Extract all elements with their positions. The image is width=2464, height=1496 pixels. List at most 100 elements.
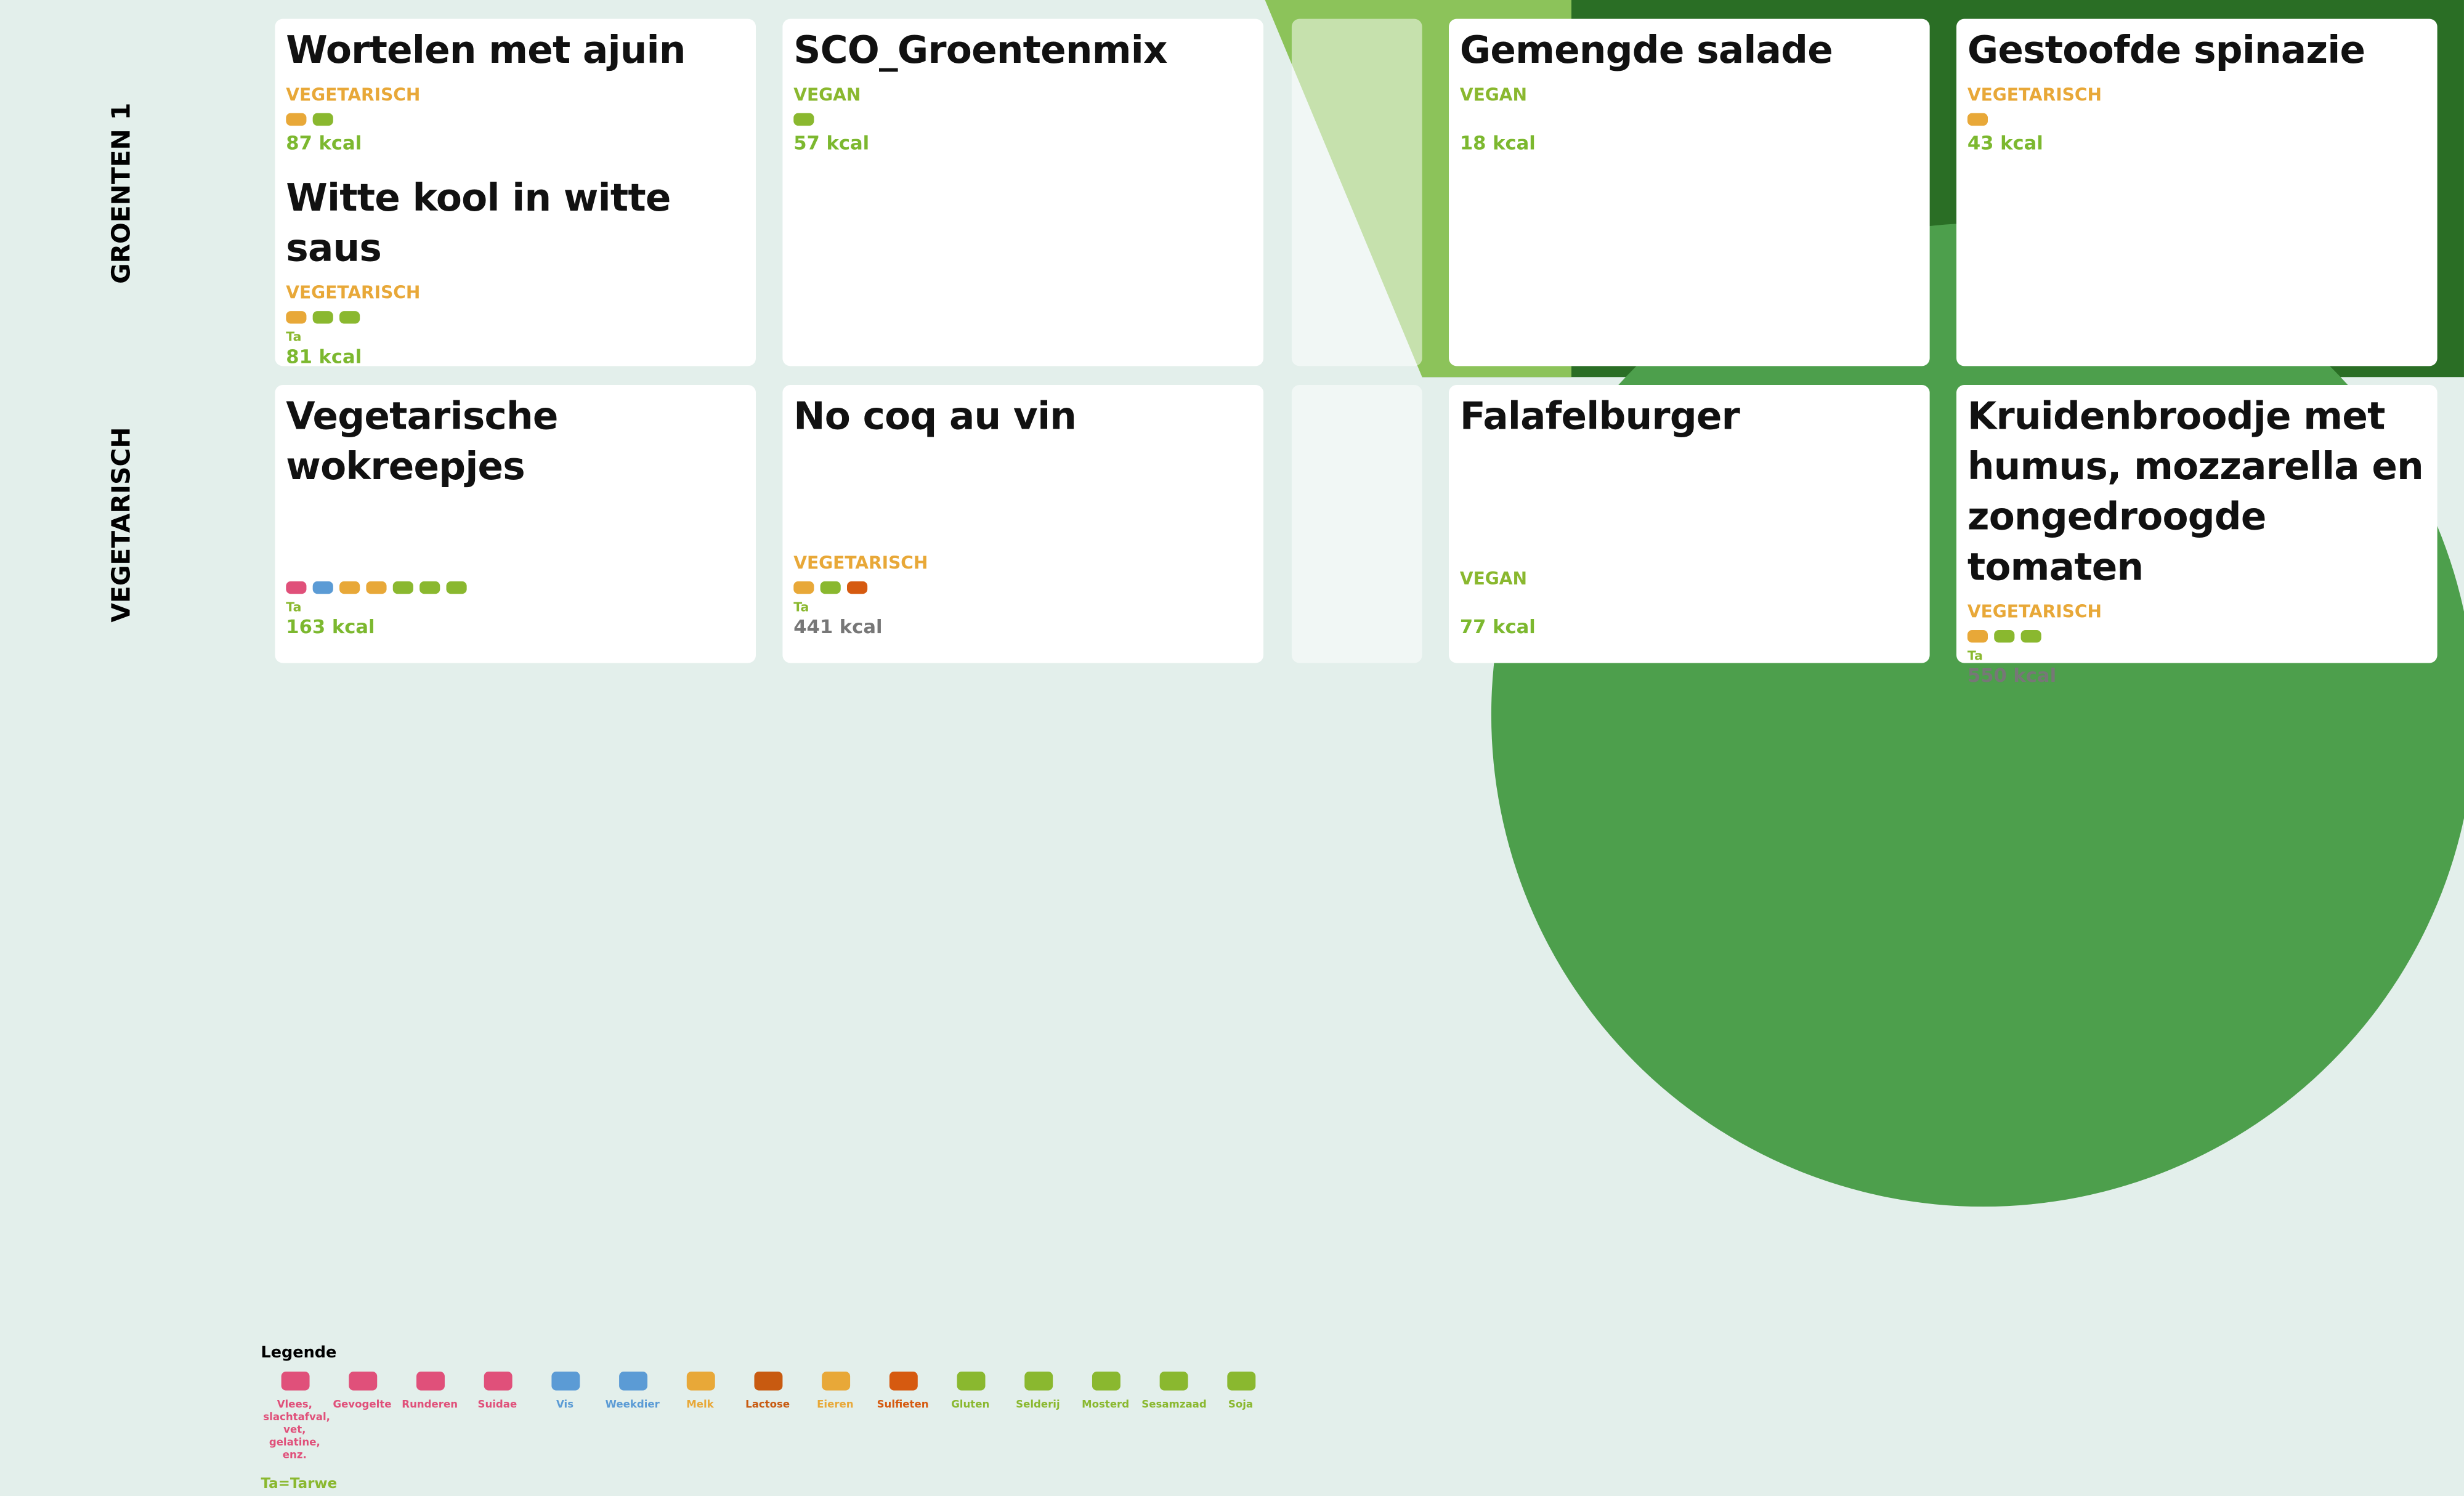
allergen-icons: [286, 575, 745, 600]
kcal: 57 kcal: [793, 132, 870, 154]
allergen-icon: [846, 581, 868, 594]
allergen-icons: [1460, 107, 1919, 132]
dish-card: Gemengde salade VEGAN 18 kcal: [1449, 18, 1930, 366]
diet-label: VEGETARISCH: [286, 84, 421, 105]
legend-label: Sulfieten: [877, 1398, 929, 1411]
kcal: 441 kcal: [793, 615, 883, 638]
dish-info: VEGETARISCH Ta 550 kcal: [1967, 592, 2426, 706]
allergen-icons: [286, 107, 745, 132]
allergen-note: Ta: [793, 600, 809, 615]
legend-icon: [888, 1372, 917, 1391]
legend-icon: [415, 1372, 444, 1391]
legend: Legende Vlees, slachtafval, vet, gelatin…: [261, 1344, 1274, 1492]
kcal: 87 kcal: [286, 132, 362, 154]
dish-name: SCO_Groentenmix: [793, 28, 1167, 73]
dish-card: Wortelen met ajuin VEGETARISCH 87 kcal Witt…: [275, 18, 756, 368]
legend-icon: [821, 1372, 849, 1391]
legend-icon: [1091, 1372, 1120, 1391]
kcal: 43 kcal: [1967, 132, 2043, 154]
legend-label: Sesamzaad: [1141, 1398, 1207, 1411]
legend-label: Eieren: [817, 1398, 854, 1411]
empty-card: [1291, 384, 1422, 663]
legend-item: Weekdier: [599, 1372, 667, 1461]
kcal: 18 kcal: [1459, 132, 1536, 154]
dish-card: SCO_Groentenmix VEGAN 57 kcal: [782, 18, 1264, 366]
diet-label: VEGAN: [793, 84, 861, 105]
dish-card: No coq au vin VEGETARISCH Ta 441 kcal: [782, 384, 1264, 663]
dish-card: Falafelburger VEGAN 77 kcal: [1449, 384, 1930, 663]
legend-item: Eieren: [801, 1372, 869, 1461]
legend-icon: [280, 1372, 309, 1391]
allergen-icon: [446, 581, 467, 594]
kcal: 81 kcal: [286, 346, 362, 368]
row-label: VEGETARISCH: [106, 426, 136, 622]
allergen-icon: [1967, 113, 1988, 126]
dish-card: Gestoofde spinazie VEGETARISCH 43 kcal: [1956, 18, 2438, 366]
legend-icon: [753, 1372, 782, 1391]
diet-label: VEGAN: [1459, 84, 1528, 105]
dish-info: VEGETARISCH 87 kcal: [286, 75, 745, 172]
legend-label: Weekdier: [605, 1398, 660, 1411]
dish-name: Wortelen met ajuin: [286, 28, 686, 73]
allergen-icons: [286, 305, 745, 330]
allergen-note: Ta: [286, 600, 302, 615]
legend-label: Vlees, slachtafval, vet, gelatine, enz.: [263, 1398, 330, 1462]
empty-card: [1291, 18, 1422, 366]
row-label: GROENTEN 1: [106, 102, 136, 283]
dish-card: Kruidenbroodje met humus, mozzarella en …: [1956, 384, 2438, 687]
allergen-note: Ta: [1967, 649, 1983, 663]
legend-item: Melk: [667, 1372, 734, 1461]
legend-label: Gluten: [951, 1398, 990, 1411]
legend-icon: [956, 1372, 985, 1391]
kcal: 163 kcal: [286, 615, 375, 638]
legend-icon: [551, 1372, 580, 1391]
legend-label: Melk: [686, 1398, 714, 1411]
legend-icon: [686, 1372, 715, 1391]
allergen-icon: [312, 581, 333, 594]
legend-label: Runderen: [402, 1398, 458, 1411]
kcal: 77 kcal: [1459, 615, 1536, 638]
legend-icon: [1023, 1372, 1052, 1391]
dish-info: Ta 163 kcal: [286, 544, 745, 657]
legend-icon: [1159, 1372, 1188, 1391]
allergen-icons: [793, 107, 1252, 132]
allergen-icon: [286, 311, 307, 324]
legend-item: Soja: [1207, 1372, 1275, 1461]
allergen-icon: [419, 581, 440, 594]
allergen-icon: [1994, 629, 2015, 643]
legend-item: Gevogelte: [328, 1372, 396, 1461]
circle: [1491, 223, 2464, 1207]
allergen-icon: [793, 113, 814, 126]
diet-label: VEGETARISCH: [793, 552, 928, 574]
diet-label: VEGETARISCH: [286, 283, 421, 304]
legend-item: Vis: [531, 1372, 599, 1461]
allergen-icons: [1967, 107, 2426, 132]
dish-name: Vegetarische wokreepjes: [286, 394, 558, 489]
legend-note: Ta=Tarwe: [261, 1476, 338, 1493]
allergen-icon: [2020, 629, 2041, 643]
legend-label: Gevogelte: [333, 1398, 392, 1411]
legend-label: Vis: [556, 1398, 574, 1411]
allergen-icon: [392, 581, 413, 594]
dish-name: Falafelburger: [1459, 394, 1740, 439]
dish-info: VEGETARISCH Ta 81 kcal: [286, 273, 745, 387]
legend-icon: [483, 1372, 512, 1391]
dish-name: No coq au vin: [793, 394, 1077, 439]
legend-label: Soja: [1228, 1398, 1254, 1411]
legend-icon: [348, 1372, 376, 1391]
dish-card: Vegetarische wokreepjes Ta 163 kcal: [275, 384, 756, 663]
dish-info: VEGETARISCH 43 kcal: [1967, 75, 2426, 172]
legend-item: Selderij: [1004, 1372, 1072, 1461]
legend-title: Legende: [261, 1344, 337, 1362]
allergen-icon: [820, 581, 841, 594]
dish-name: Gestoofde spinazie: [1967, 28, 2365, 73]
allergen-icon: [312, 113, 333, 126]
dish-name: Witte kool in witte saus: [286, 176, 671, 270]
legend-item: Suidae: [464, 1372, 532, 1461]
legend-item: Runderen: [396, 1372, 464, 1461]
legend-item: Sulfieten: [869, 1372, 937, 1461]
legend-icon: [618, 1372, 647, 1391]
legend-items: Vlees, slachtafval, vet, gelatine, enz. G…: [261, 1372, 1274, 1461]
